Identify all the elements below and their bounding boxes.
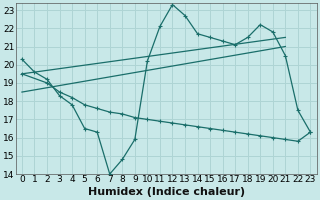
X-axis label: Humidex (Indice chaleur): Humidex (Indice chaleur) xyxy=(88,187,245,197)
